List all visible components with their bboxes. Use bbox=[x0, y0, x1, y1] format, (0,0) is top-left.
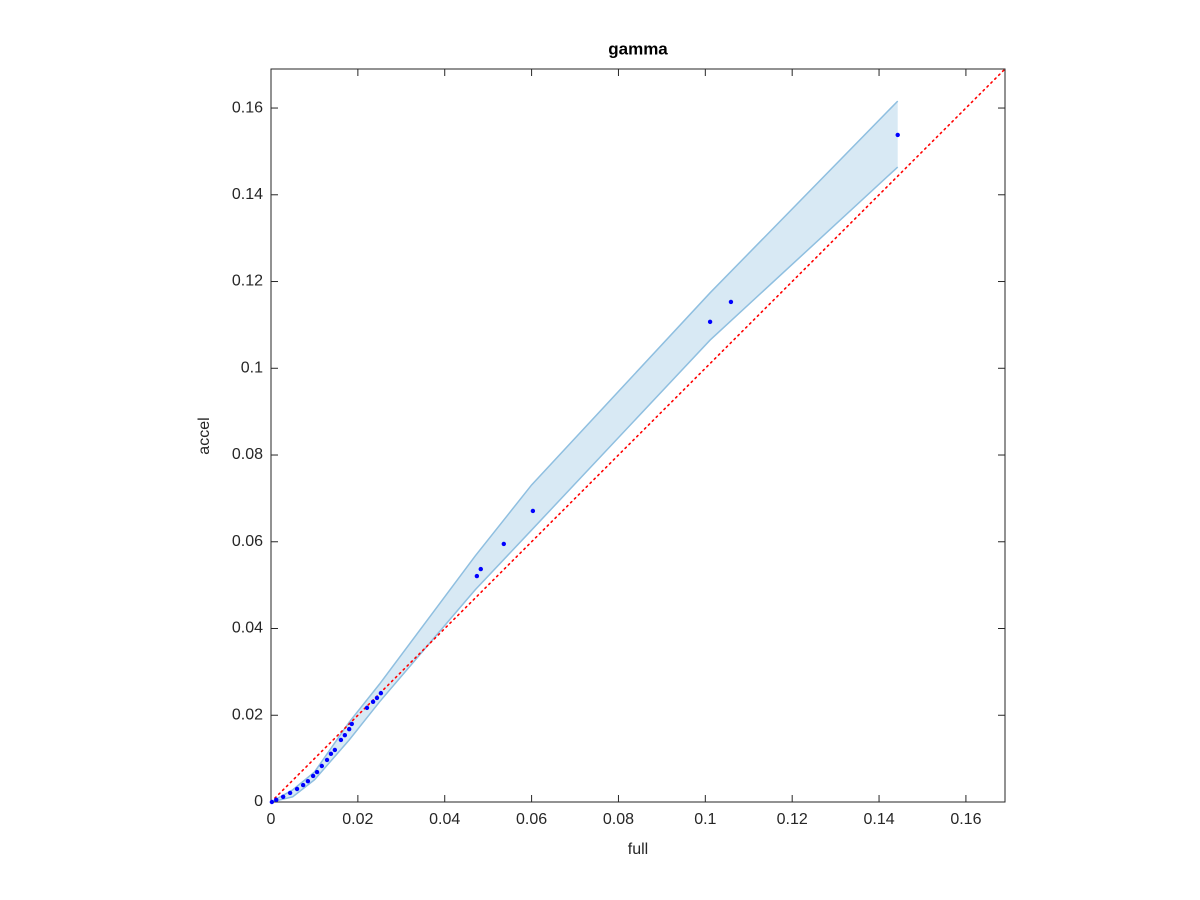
point bbox=[728, 299, 734, 305]
x-tick-label: 0 bbox=[267, 811, 276, 828]
point bbox=[319, 763, 325, 769]
reference-line bbox=[270, 68, 1006, 803]
point bbox=[280, 794, 286, 799]
y-tick-label: 0.1 bbox=[241, 359, 263, 376]
x-tick-label: 0.1 bbox=[694, 811, 716, 828]
point bbox=[287, 790, 293, 796]
point bbox=[707, 319, 713, 325]
band-upper bbox=[270, 100, 899, 803]
point bbox=[895, 132, 900, 138]
x-tick-label: 0.06 bbox=[516, 811, 547, 828]
y-tick-label: 0.14 bbox=[232, 186, 263, 203]
y-tick-label: 0.02 bbox=[232, 706, 263, 723]
x-tick-label: 0.16 bbox=[950, 811, 981, 828]
point bbox=[474, 573, 480, 579]
point bbox=[269, 799, 275, 805]
point bbox=[332, 747, 338, 753]
x-tick-label: 0.12 bbox=[777, 811, 808, 828]
x-axis-label: full bbox=[628, 841, 648, 858]
point bbox=[274, 797, 279, 803]
y-axis-label: accel bbox=[196, 417, 213, 454]
point bbox=[370, 699, 376, 705]
x-tick-label: 0.02 bbox=[342, 811, 373, 828]
y-tick-label: 0.08 bbox=[232, 446, 263, 463]
point bbox=[300, 782, 306, 788]
point bbox=[342, 733, 348, 738]
point bbox=[530, 508, 536, 514]
point bbox=[501, 541, 506, 547]
point bbox=[346, 726, 352, 732]
y-tick-label: 0.12 bbox=[232, 273, 263, 290]
point bbox=[294, 786, 300, 792]
x-tick-label: 0.14 bbox=[863, 811, 894, 828]
point bbox=[338, 737, 344, 743]
point bbox=[364, 705, 370, 711]
x-tick-label: 0.04 bbox=[429, 811, 460, 828]
y-tick-label: 0.04 bbox=[232, 620, 263, 637]
point bbox=[324, 757, 330, 763]
axes-box bbox=[270, 68, 1006, 803]
y-tick-label: 0.06 bbox=[232, 533, 263, 550]
point bbox=[378, 690, 384, 696]
y-tick-label: 0 bbox=[254, 793, 263, 810]
band-fill bbox=[271, 101, 898, 803]
point bbox=[305, 778, 311, 784]
point bbox=[374, 695, 380, 701]
band-lower bbox=[270, 166, 899, 803]
point bbox=[314, 769, 320, 775]
y-tick-label: 0.16 bbox=[232, 99, 263, 116]
point bbox=[310, 773, 316, 779]
chart-title: gamma bbox=[608, 39, 668, 58]
point bbox=[328, 751, 334, 757]
x-tick-label: 0.08 bbox=[603, 811, 634, 828]
point bbox=[478, 566, 483, 572]
point bbox=[349, 721, 354, 727]
